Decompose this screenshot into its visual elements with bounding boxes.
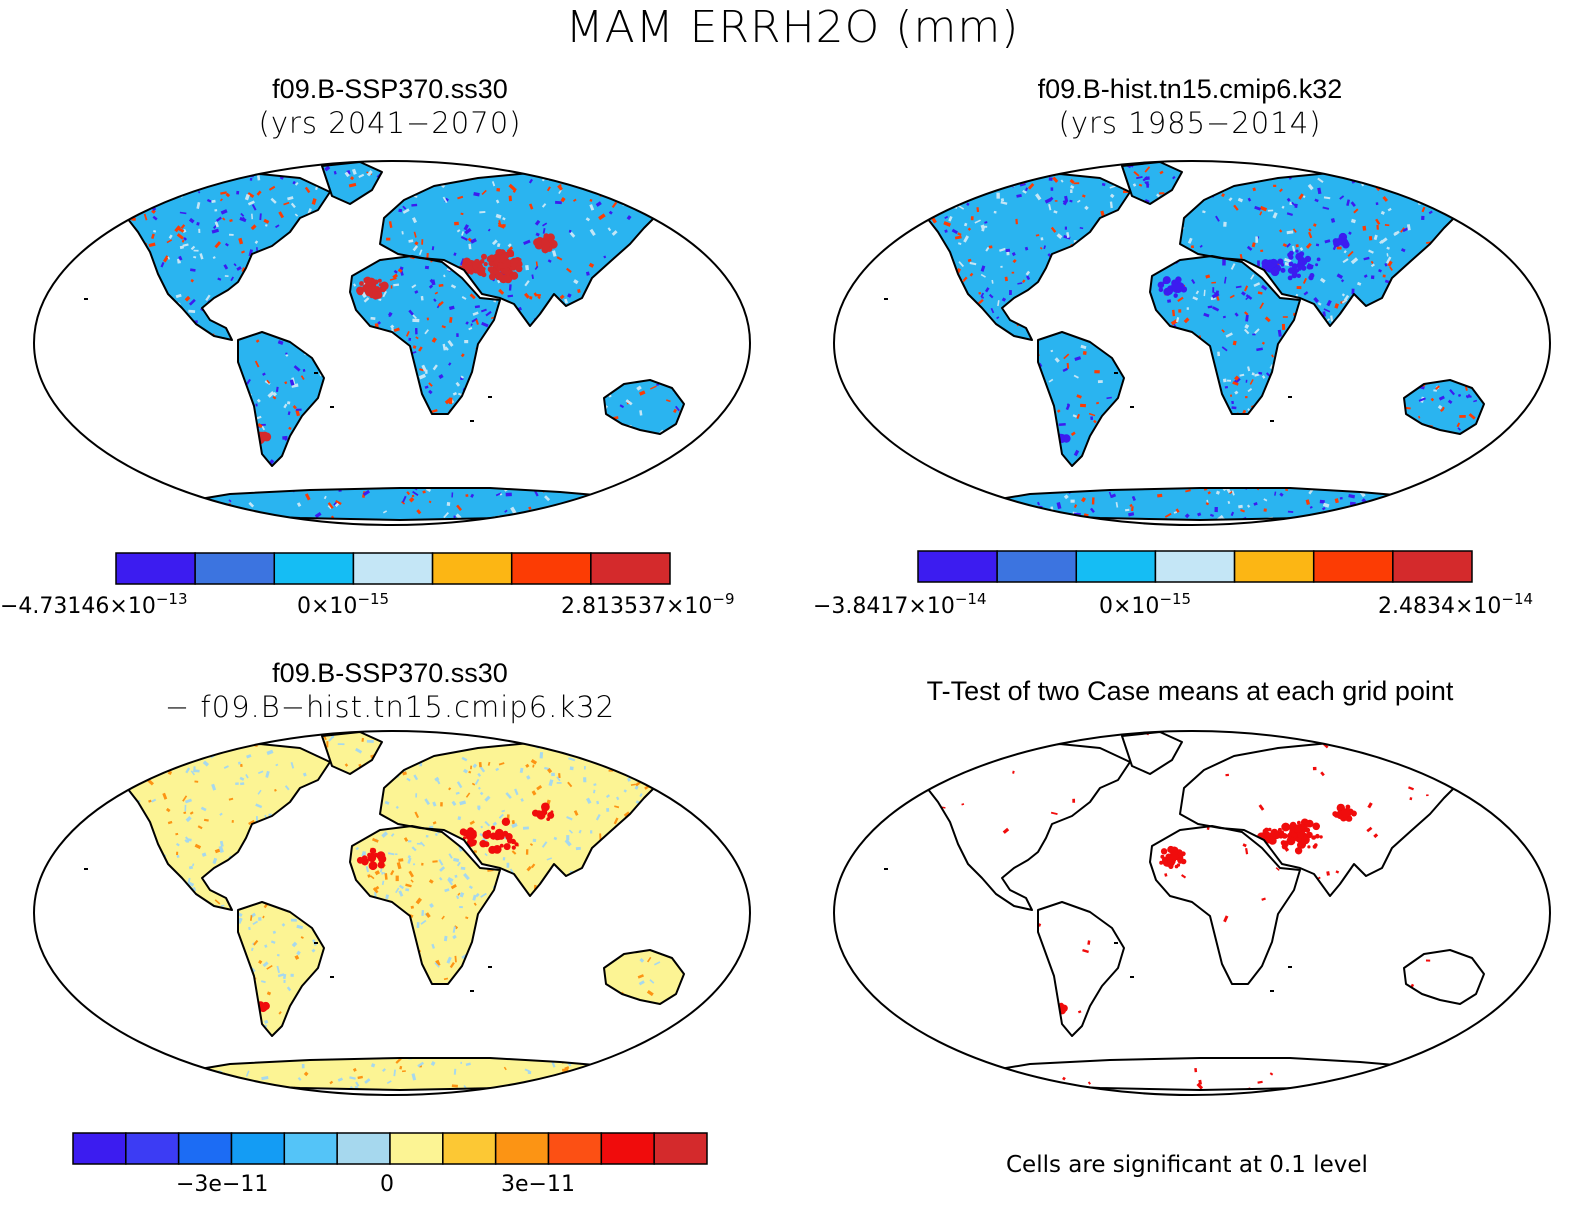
antarctica-land [170,1058,630,1090]
colorbar-swatch [996,550,1078,583]
map-border [833,160,1551,526]
panel-subtitle-top-left: (yrs 2041−2070) [258,106,522,140]
eurasia-land [1180,172,1474,326]
colorbar-swatch [1154,550,1236,583]
australia-land [1404,950,1484,1004]
colorbar-swatch [653,1132,708,1165]
colorbar-swatch [547,1132,603,1165]
colorbar-swatch [442,1132,497,1165]
significance-note: Cells are significant at 0.1 level [1006,1152,1368,1178]
panel-subtitle-bottom-left: − f09.B−hist.tn15.cmip6.k32 [164,690,616,724]
eurasia-land [1180,742,1474,896]
greenland-land [1122,732,1182,774]
africa-land [1150,826,1300,984]
colorbar-swatch [431,552,513,585]
colorbar-swatch [336,1132,391,1165]
colorbar-swatch [600,1132,655,1165]
colorbar-swatch [917,550,998,583]
greenland-land [1122,162,1182,204]
colorbar-swatch [1392,550,1473,583]
colorbar-swatch [125,1132,180,1165]
colorbar-bottom-left-zero-label: 0 [380,1172,394,1197]
colorbar-swatch [72,1132,127,1165]
panel-title-bottom-left: f09.B-SSP370.ss30 [272,658,508,688]
map-top-right [833,160,1551,526]
colorbar-swatch [115,552,196,585]
antarctica-land [970,1058,1430,1090]
africa-land [350,256,500,414]
map-top-left [33,160,751,526]
colorbar-swatch [194,552,276,585]
australia-land [604,380,684,434]
colorbar-swatch [389,1132,444,1165]
panel-title-top-left: f09.B-SSP370.ss30 [272,74,508,104]
map-border [33,730,751,1096]
australia-land [604,950,684,1004]
colorbar-swatch [1233,550,1315,583]
colorbar-swatch [177,1132,233,1165]
north-america-land [918,744,1130,910]
map-bottom-right [833,730,1551,1096]
colorbar-swatch [283,1132,338,1165]
north-america-land [118,174,330,340]
africa-land [1150,256,1300,414]
south-america-land [1038,332,1124,466]
panel-title-top-right: f09.B-hist.tn15.cmip6.k32 [1037,74,1343,104]
map-bottom-left [33,730,751,1096]
colorbar-top-right-mid-label: 0×10−15 [1099,590,1192,619]
panel-subtitle-top-right: (yrs 1985−2014) [1058,106,1322,140]
eurasia-land [380,742,674,896]
colorbar-top-right [917,550,1473,583]
colorbar-swatch [1312,550,1394,583]
colorbar-swatch [1075,550,1157,583]
colorbar-bottom-left-neg-label: −3e−11 [176,1172,269,1197]
map-border [833,730,1551,1096]
colorbar-swatch [590,552,671,585]
colorbar-top-left-mid-label: 0×10−15 [297,590,390,619]
colorbar-swatch [352,552,434,585]
colorbar-top-right-max-label: 2.4834×10−14 [1378,590,1534,619]
main-title: MAM ERRH2O (mm) [565,2,1020,53]
colorbar-swatch [273,552,355,585]
colorbar-top-left [115,552,671,585]
colorbar-swatch [510,552,592,585]
colorbar-top-right-min-label: −3.8417×10−14 [813,590,987,619]
colorbar-bottom-left-pos-label: 3e−11 [501,1172,575,1197]
australia-land [1404,380,1484,434]
antarctica-land [970,488,1430,520]
north-america-land [918,174,1130,340]
africa-land [350,826,500,984]
eurasia-land [380,172,674,326]
colorbar-top-left-min-label: −4.73146×10−13 [0,590,188,619]
colorbar-top-left-max-label: 2.813537×10−9 [561,590,735,619]
south-america-land [1038,902,1124,1036]
map-border [33,160,751,526]
colorbar-bottom-left [72,1132,708,1165]
colorbar-swatch [494,1132,550,1165]
panel-title-bottom-right: T-Test of two Case means at each grid po… [926,676,1454,706]
colorbar-swatch [230,1132,286,1165]
north-america-land [118,744,330,910]
